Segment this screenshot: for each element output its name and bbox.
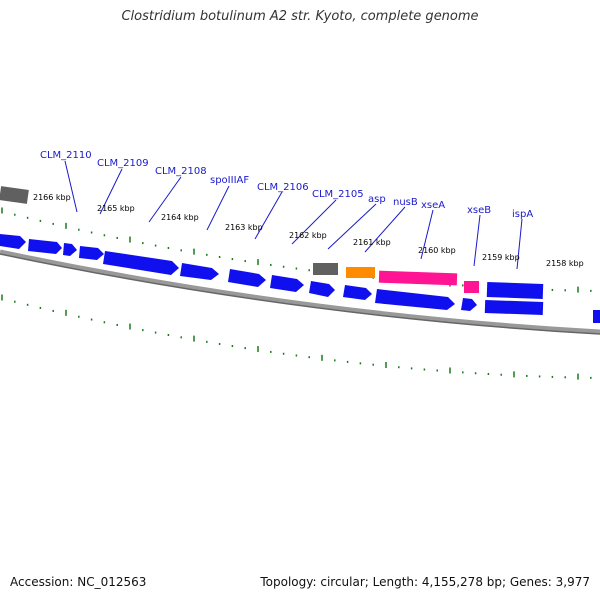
leader-line <box>420 209 434 260</box>
feature-other <box>313 263 338 275</box>
gene-label: CLM_2105 <box>312 189 364 200</box>
leader-line <box>327 203 377 250</box>
gene-labels: CLM_2110 CLM_2109 CLM_2108 spoIIIAF CLM_… <box>40 150 533 220</box>
feature-trna <box>378 270 458 286</box>
feature-cds <box>461 298 477 311</box>
feature-trna <box>464 281 479 293</box>
leader-line <box>364 206 406 253</box>
feature-cds <box>180 263 219 280</box>
gene-label: asp <box>368 194 386 205</box>
feature-cds <box>103 251 179 275</box>
tick-label: 2161 kbp <box>353 238 391 247</box>
gene-label: spoIIIAF <box>210 175 249 186</box>
tick-label: 2165 kbp <box>97 204 135 213</box>
leader-line <box>291 199 337 245</box>
forward-strand <box>0 186 600 323</box>
leader-line <box>206 185 230 231</box>
tick-label: 2160 kbp <box>418 246 456 255</box>
gene-label: xseB <box>467 205 491 216</box>
feature-cds <box>375 289 455 310</box>
tick-label: 2159 kbp <box>482 253 520 262</box>
tick-label: 2163 kbp <box>225 223 263 232</box>
feature-cds <box>0 234 26 249</box>
genome-summary-text: Topology: circular; Length: 4,155,278 bp… <box>260 575 590 589</box>
tick-label: 2166 kbp <box>33 193 71 202</box>
feature-cds <box>309 281 335 297</box>
feature-cds <box>28 239 62 254</box>
leader-line <box>148 176 182 223</box>
genome-backbone <box>0 249 600 335</box>
gene-label: CLM_2109 <box>97 158 149 169</box>
feature-cds <box>486 282 544 299</box>
tick-labels: 2166 kbp 2165 kbp 2164 kbp 2163 kbp 2162… <box>33 193 584 268</box>
inner-tick-row <box>1 294 592 380</box>
gene-label: ispA <box>512 209 533 220</box>
leader-line <box>473 214 481 267</box>
genome-backbone-shadow <box>0 253 600 335</box>
accession-text: Accession: NC_012563 <box>10 575 147 589</box>
map-title: Clostridium botulinum A2 str. Kyoto, com… <box>121 9 479 24</box>
leader-line <box>516 218 523 270</box>
label-leaders <box>64 160 523 270</box>
tick-label: 2158 kbp <box>546 259 584 268</box>
feature-cds <box>228 269 266 287</box>
leader-line <box>64 160 78 213</box>
feature-cds <box>270 275 304 292</box>
feature-cds <box>484 299 544 316</box>
gene-label: nusB <box>393 197 418 208</box>
gene-label: CLM_2110 <box>40 150 92 161</box>
tick-label: 2164 kbp <box>161 213 199 222</box>
gene-label: CLM_2106 <box>257 182 309 193</box>
feature-cds <box>593 310 600 323</box>
tick-label: 2162 kbp <box>289 231 327 240</box>
leader-line <box>254 191 283 240</box>
feature-rrna <box>346 267 375 278</box>
feature-other <box>0 186 29 204</box>
feature-cds <box>343 285 372 300</box>
feature-cds <box>79 246 104 260</box>
leader-line <box>99 168 123 215</box>
feature-cds <box>63 243 77 256</box>
gene-label: CLM_2108 <box>155 166 207 177</box>
gene-label: xseA <box>421 200 445 211</box>
